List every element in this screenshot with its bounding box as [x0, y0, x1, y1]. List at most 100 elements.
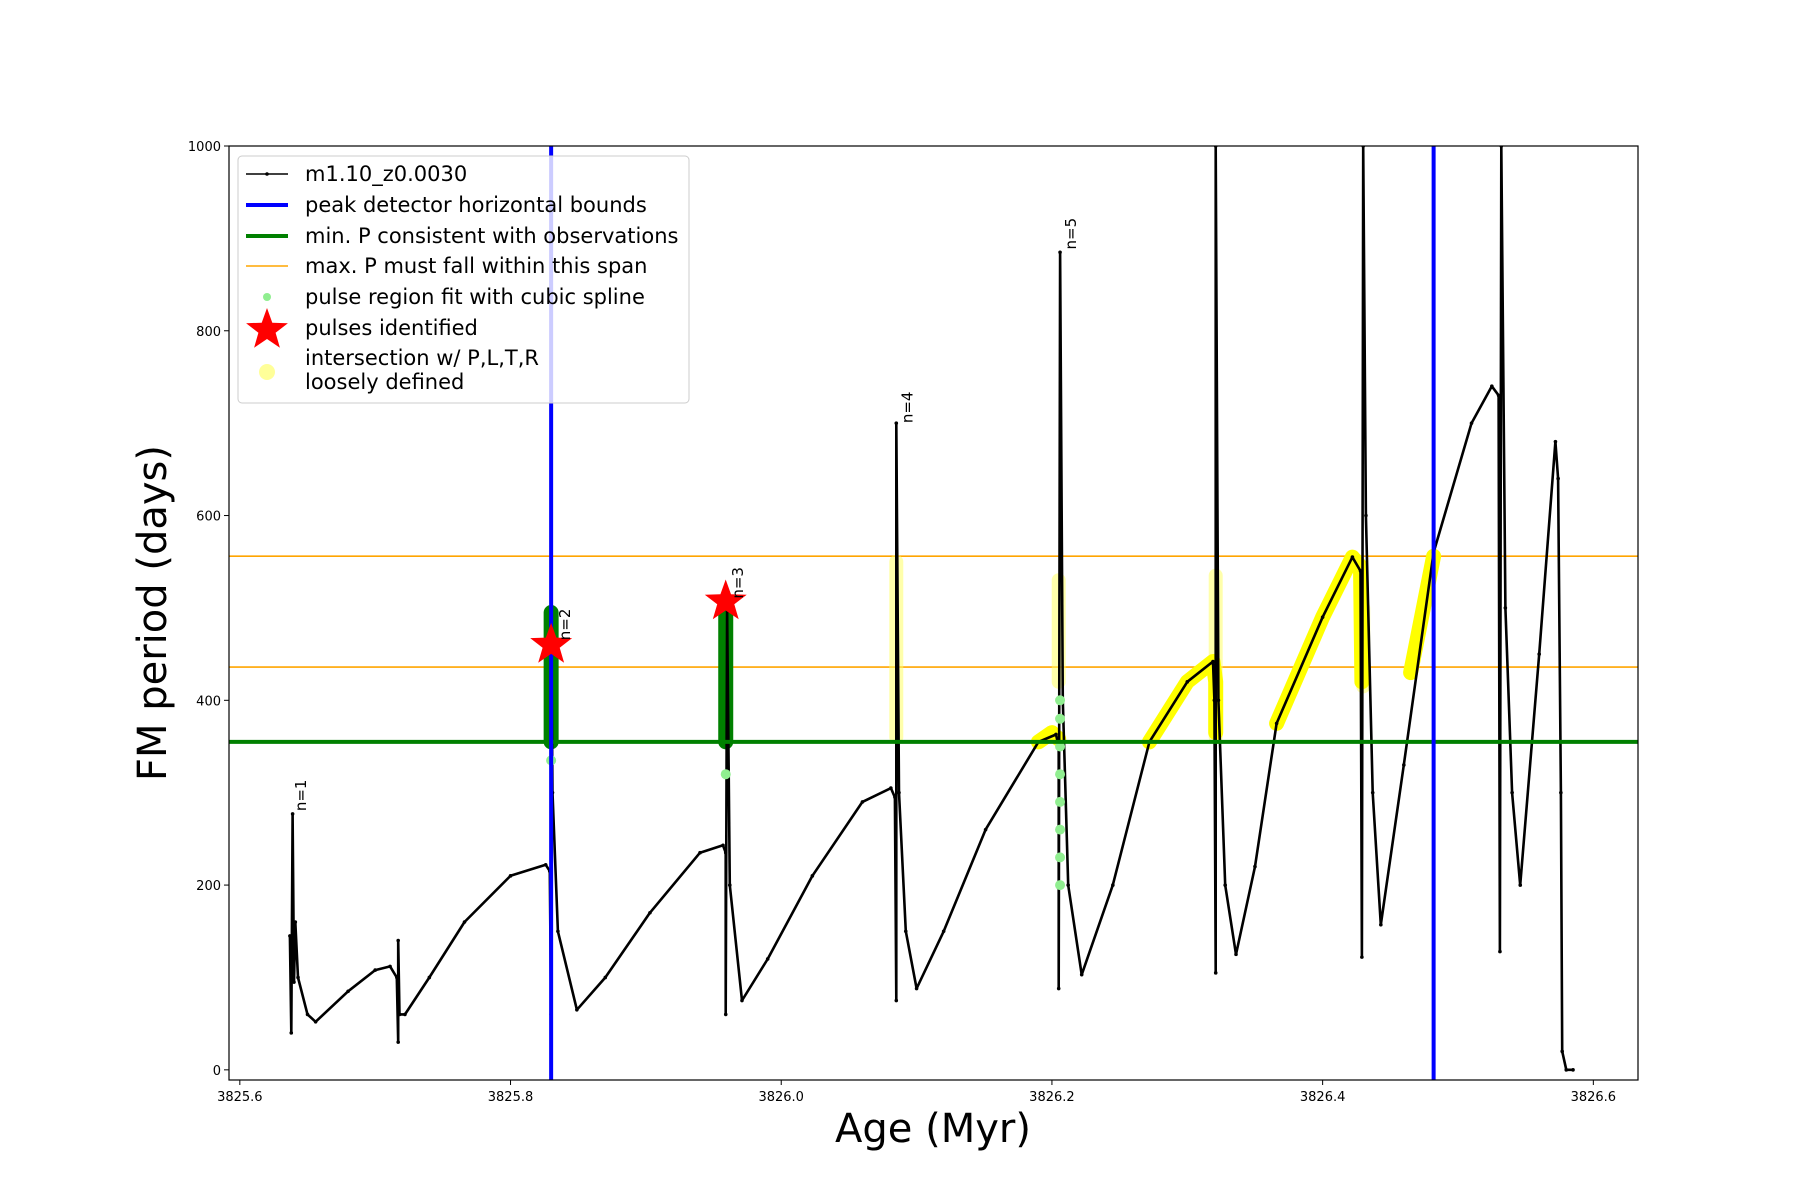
series-point-7 — [313, 1019, 318, 1024]
series-point-31 — [723, 1012, 728, 1017]
y-tick-label-1: 200 — [196, 879, 221, 894]
y-tick-label-3: 600 — [196, 510, 221, 525]
series-point-82 — [1503, 606, 1508, 610]
series-point-4 — [293, 920, 298, 924]
legend-box — [237, 155, 690, 404]
series-point-72 — [1364, 513, 1368, 518]
y-tick-label-0: 0 — [213, 1064, 221, 1079]
series-point-63 — [1223, 883, 1227, 887]
series-point-86 — [1553, 439, 1558, 444]
x-tick-label-5: 3826.6 — [1571, 1090, 1617, 1105]
legend-label-1: peak detector horizontal bounds — [305, 193, 647, 217]
x-tick-label-2: 3826.0 — [758, 1090, 804, 1105]
series-point-64 — [1234, 952, 1238, 957]
series-point-8 — [346, 989, 350, 994]
series-point-70 — [1360, 955, 1364, 959]
series-point-60 — [1213, 971, 1218, 975]
pulse-star-0 — [530, 622, 573, 663]
pulse-star-1 — [704, 579, 747, 620]
series-point-74 — [1379, 922, 1383, 927]
series-point-12 — [396, 1040, 400, 1044]
y-tick-label-2: 400 — [196, 694, 221, 709]
spline-point-7 — [1055, 741, 1066, 752]
series-point-18 — [508, 874, 513, 878]
series-point-36 — [810, 874, 815, 878]
y-tick-label-5: 1000 — [188, 140, 221, 155]
series-point-90 — [1564, 1068, 1569, 1072]
spline-point-1 — [720, 769, 731, 780]
series-point-28 — [698, 850, 702, 855]
series-point-13 — [396, 938, 400, 943]
series-point-85 — [1537, 652, 1541, 656]
series-point-45 — [941, 929, 946, 934]
series-point-89 — [1560, 1049, 1565, 1054]
series-point-55 — [1111, 883, 1115, 887]
series-point-75 — [1402, 763, 1406, 767]
spline-point-4 — [1055, 824, 1066, 835]
y-axis-label: FM period (days) — [130, 445, 176, 781]
axis-ticks: 3825.6 3825.8 3826.0 3826.2 3826.4 3826.6 0 200… — [188, 140, 1616, 1105]
series-point-15 — [403, 1012, 407, 1017]
x-tick-label-4: 3826.4 — [1300, 1090, 1346, 1105]
series-point-14 — [397, 1012, 402, 1017]
series-point-43 — [903, 929, 908, 934]
legend-label-5: pulses identified — [305, 316, 478, 340]
series-point-30 — [723, 850, 728, 855]
series-point-80 — [1498, 949, 1502, 954]
x-tick-label-1: 3825.8 — [488, 1090, 534, 1105]
annotation-3: n=3 — [729, 567, 747, 599]
plot-content: n=1 n=2 n=3 n=4 n=5 — [229, 146, 1638, 1080]
series-point-54 — [1079, 972, 1084, 977]
series-point-37 — [860, 800, 865, 804]
series-point-25 — [575, 1007, 579, 1012]
series-point-1 — [289, 1031, 294, 1035]
series-point-35 — [765, 957, 770, 961]
spline-point-3 — [1055, 852, 1066, 863]
legend-dot-icon — [259, 364, 275, 380]
legend-label-0: m1.10_z0.0030 — [305, 162, 467, 187]
series-point-62 — [1216, 698, 1221, 703]
series-point-69 — [1358, 569, 1363, 573]
series-point-29 — [721, 843, 725, 848]
series-point-11 — [395, 975, 399, 980]
series-point-9 — [373, 968, 377, 972]
series-point-24 — [556, 929, 560, 934]
axes-frame — [228, 145, 1639, 1081]
series-point-0 — [288, 934, 292, 938]
series-point-53 — [1066, 883, 1070, 887]
spline-point-2 — [1055, 880, 1066, 891]
series-point-34 — [740, 998, 744, 1003]
series-point-51 — [1058, 250, 1062, 255]
annotation-1: n=1 — [292, 780, 310, 812]
series-point-78 — [1490, 384, 1494, 388]
series-point-79 — [1496, 393, 1501, 398]
series-point-5 — [296, 975, 300, 980]
series-point-42 — [897, 790, 901, 795]
series-point-67 — [1320, 615, 1325, 619]
series-point-77 — [1469, 421, 1474, 425]
series-point-73 — [1370, 790, 1375, 795]
series-point-83 — [1510, 790, 1514, 795]
legend-label-4: pulse region fit with cubic spline — [305, 285, 645, 309]
series-point-91 — [1571, 1068, 1575, 1072]
series-point-19 — [543, 862, 548, 867]
series-point-59 — [1212, 698, 1217, 703]
x-tick-label-0: 3825.6 — [217, 1090, 263, 1105]
annotation-4: n=4 — [898, 392, 916, 424]
series-point-40 — [894, 998, 899, 1003]
legend-label-6-line2: loosely defined — [305, 370, 464, 394]
spline-point-5 — [1055, 796, 1066, 807]
series-point-39 — [893, 795, 897, 800]
series-point-41 — [894, 421, 899, 425]
spline-point-8 — [1055, 713, 1066, 724]
series-point-57 — [1185, 680, 1190, 684]
series-point-17 — [462, 920, 467, 924]
series-point-68 — [1350, 555, 1355, 559]
series-point-50 — [1056, 986, 1061, 991]
series-point-10 — [388, 964, 392, 969]
series-point-3 — [292, 980, 296, 984]
legend-marker-icon — [265, 172, 269, 176]
x-tick-label-3: 3826.2 — [1029, 1090, 1075, 1105]
spline-point-6 — [1055, 769, 1066, 780]
